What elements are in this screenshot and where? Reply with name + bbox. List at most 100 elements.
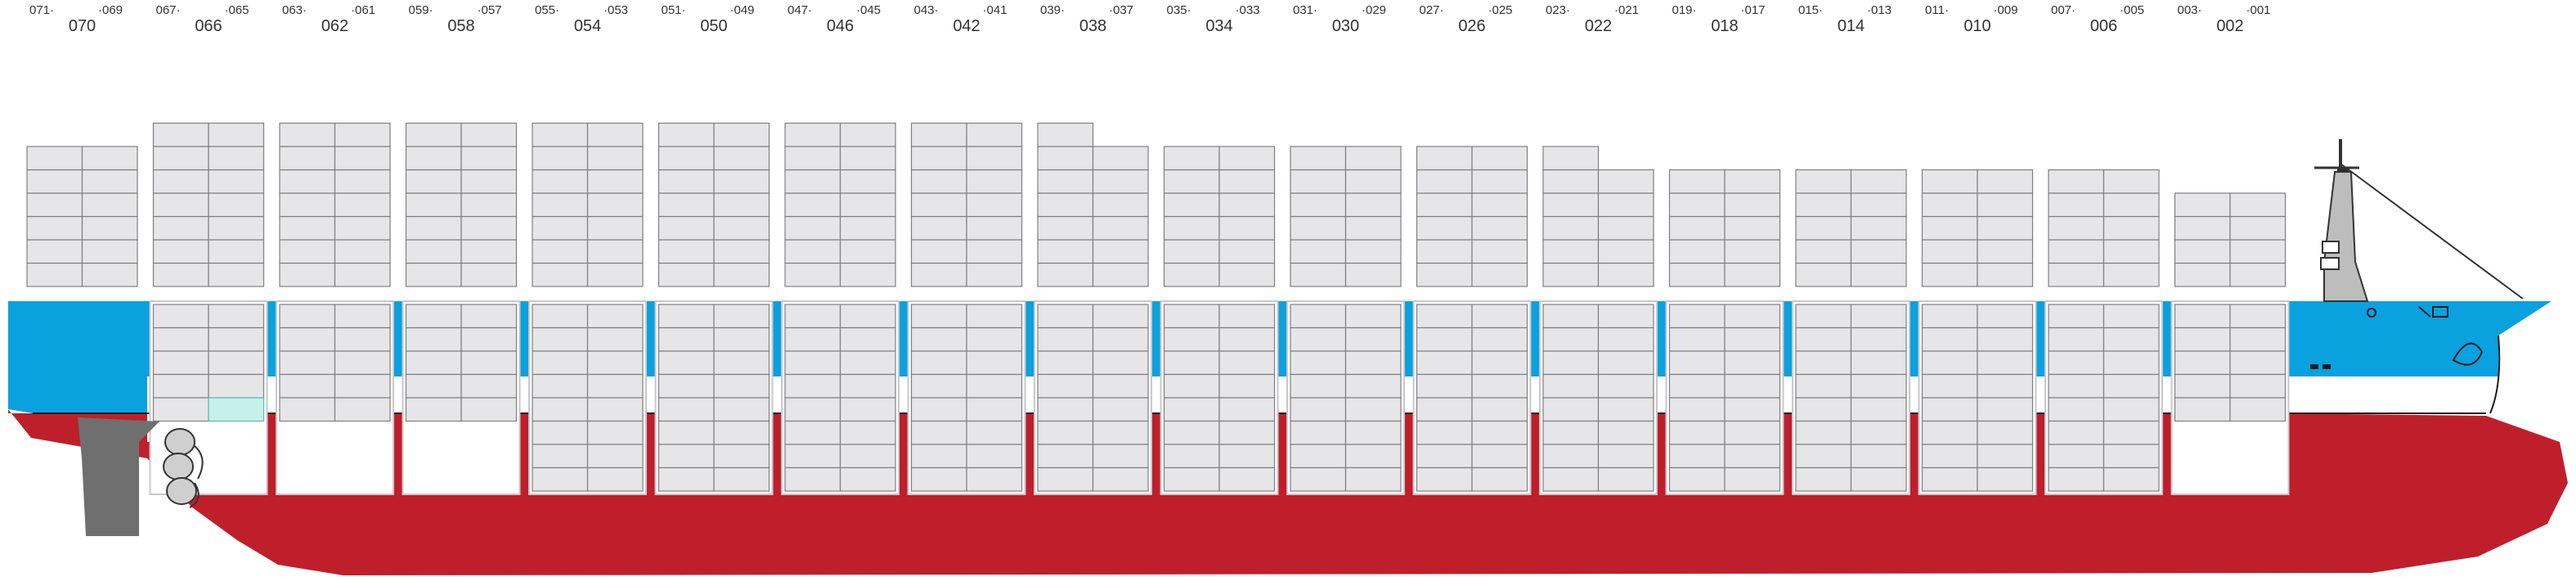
container	[2174, 350, 2231, 376]
container	[713, 444, 770, 469]
container	[1037, 122, 1094, 147]
container	[279, 350, 336, 376]
container	[1724, 304, 1781, 329]
container	[1344, 215, 1402, 241]
container	[152, 169, 209, 194]
container	[1344, 373, 1402, 399]
container	[1290, 146, 1347, 171]
container	[1597, 327, 1654, 352]
container	[81, 215, 138, 241]
container	[1850, 169, 1907, 194]
container	[1724, 373, 1781, 399]
container	[966, 239, 1023, 264]
container	[405, 192, 462, 218]
container	[279, 373, 336, 399]
container	[657, 146, 715, 171]
container	[713, 146, 770, 171]
container	[1344, 467, 1402, 492]
bay-label-left: 007·	[2051, 3, 2076, 17]
container	[1163, 192, 1220, 218]
hold-stack-010	[1918, 300, 2037, 495]
container	[1037, 169, 1094, 194]
container	[1921, 397, 1978, 422]
hold-stack-066	[149, 300, 268, 495]
container	[2103, 373, 2160, 399]
container	[2103, 215, 2160, 241]
container	[1597, 350, 1654, 376]
container	[1163, 397, 1220, 422]
container	[1597, 467, 1654, 492]
bridge-icon	[2314, 166, 2369, 302]
container	[910, 327, 967, 352]
container	[1037, 304, 1094, 329]
deck-stack-038	[1037, 122, 1149, 287]
bay-label: 054	[574, 17, 601, 35]
container	[910, 122, 967, 147]
container	[1542, 467, 1600, 492]
container	[1668, 169, 1726, 194]
container	[1668, 262, 1726, 287]
bay-label-right: ·001	[2246, 3, 2270, 17]
container	[1921, 192, 1978, 218]
container	[460, 146, 518, 171]
container	[839, 122, 896, 147]
container	[208, 215, 265, 241]
container	[1724, 262, 1781, 287]
container	[1163, 304, 1220, 329]
bay-label: 050	[700, 17, 727, 35]
container	[1542, 327, 1600, 352]
container	[1037, 420, 1094, 445]
container	[1850, 444, 1907, 469]
container	[1668, 420, 1726, 445]
container	[1668, 444, 1726, 469]
container	[1977, 467, 2034, 492]
container	[910, 373, 967, 399]
container	[1163, 444, 1220, 469]
container	[208, 146, 265, 171]
container	[1850, 327, 1907, 352]
container	[910, 304, 967, 329]
container	[208, 122, 265, 147]
container	[1416, 146, 1473, 171]
container	[460, 373, 518, 399]
bay-label: 042	[953, 17, 980, 35]
container	[2048, 397, 2105, 422]
container	[1290, 215, 1347, 241]
hold-stack-042	[907, 300, 1026, 495]
container	[1290, 262, 1347, 287]
container	[2048, 215, 2105, 241]
container	[1542, 304, 1600, 329]
container	[1850, 467, 1907, 492]
container	[1290, 420, 1347, 445]
container	[1795, 192, 1852, 218]
container	[1290, 467, 1347, 492]
container	[1795, 215, 1852, 241]
container	[2048, 467, 2105, 492]
container	[839, 467, 896, 492]
container	[586, 122, 644, 147]
container	[2229, 262, 2287, 287]
container	[839, 373, 896, 399]
container	[2103, 420, 2160, 445]
container	[1416, 215, 1473, 241]
container	[1218, 444, 1276, 469]
container	[1597, 192, 1654, 218]
bow-outline	[2489, 335, 2501, 414]
container	[1037, 350, 1094, 376]
hold-stack-050	[654, 300, 774, 495]
bay-label-right: ·033	[1235, 3, 1259, 17]
container	[1218, 215, 1276, 241]
container	[334, 192, 391, 218]
container	[657, 215, 715, 241]
bay-label-left: 023·	[1546, 3, 1570, 17]
container	[784, 262, 841, 287]
container	[532, 373, 589, 399]
container	[208, 262, 265, 287]
container	[839, 192, 896, 218]
container	[910, 169, 967, 194]
container	[657, 420, 715, 445]
container	[334, 146, 391, 171]
container	[1092, 350, 1149, 376]
container	[966, 192, 1023, 218]
container	[1921, 239, 1978, 264]
